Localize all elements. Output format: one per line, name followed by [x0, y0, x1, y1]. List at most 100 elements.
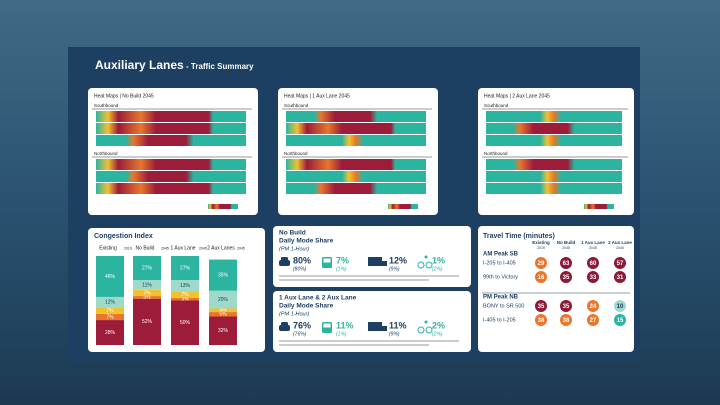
mode-title: No Build — [279, 230, 306, 237]
time-badge — [587, 271, 599, 283]
mode-subtitle: Daily Mode Share — [279, 238, 334, 245]
mode-peak: (1%) — [336, 266, 347, 272]
heatmap-title: Heat Maps | No Build 2045 — [94, 93, 154, 99]
route-name: I-205 to I-405 — [483, 260, 516, 266]
heatmap-strip — [286, 135, 426, 146]
bar-segment — [209, 316, 237, 345]
bar-segment — [96, 296, 124, 308]
footnote — [279, 275, 459, 277]
bar-label: 3% — [143, 295, 151, 301]
mode-value: 76% — [293, 320, 311, 330]
bar-label: 52% — [142, 319, 153, 325]
bar-label: 27% — [142, 265, 153, 271]
mode-title: 1 Aux Lane & 2 Aux Lane — [279, 295, 357, 302]
column-label: 2 Aux Lane — [608, 240, 632, 245]
column-year: 2045 — [562, 246, 570, 250]
bar-segment — [171, 297, 199, 301]
heatmap-strip — [286, 171, 426, 182]
mode-period: (PM 1-Hour) — [279, 246, 309, 252]
mode-peak: (2%) — [432, 266, 443, 272]
time-badge — [614, 300, 626, 312]
category-label: Existing — [99, 245, 117, 251]
mode-peak: (9%) — [389, 331, 400, 337]
bar-label: 46% — [105, 274, 116, 280]
time-badge — [587, 257, 599, 269]
mode-value: 11% — [389, 320, 407, 330]
footnote — [279, 344, 429, 346]
time-value: 57 — [617, 261, 624, 267]
bar-segment — [133, 280, 161, 290]
bar-segment — [209, 308, 237, 313]
bar-label: 3% — [181, 296, 189, 302]
car-icon — [279, 260, 290, 266]
bar-segment — [171, 300, 199, 345]
category-year: 2045 — [199, 246, 207, 250]
bike-rider — [424, 255, 428, 259]
time-badge — [614, 257, 626, 269]
mode-peak: (76%) — [293, 331, 307, 337]
bar-segment — [171, 291, 199, 298]
mode-value: 80% — [293, 255, 311, 265]
bar-segment — [133, 289, 161, 297]
category-label: 2 Aux Lanes — [207, 245, 235, 251]
bar-label: 27% — [180, 265, 191, 271]
bar-segment — [133, 296, 161, 299]
time-value: 10 — [617, 304, 624, 310]
category-year: 2019 — [124, 246, 132, 250]
route-name: I-405 to I-205 — [483, 317, 516, 323]
category-label: No Build — [136, 245, 155, 251]
mode-peak: (80%) — [293, 266, 307, 272]
time-value: 35 — [563, 275, 570, 281]
heatmap-legend — [208, 204, 238, 209]
direction-label: Southbound — [284, 103, 309, 108]
heatmap-strip — [96, 135, 246, 146]
heatmap-strip — [486, 159, 622, 170]
time-value: 35 — [563, 304, 570, 310]
direction-label: Northbound — [284, 151, 308, 156]
truck-icon — [368, 322, 382, 331]
mode-peak: (2%) — [432, 331, 443, 337]
time-badge — [587, 300, 599, 312]
car-icon-roof — [281, 322, 288, 326]
time-badge — [535, 300, 547, 312]
subtitle: - Traffic Summary — [186, 62, 254, 71]
time-value: 24 — [590, 304, 597, 310]
column-year: 2045 — [616, 246, 624, 250]
mode-value: 11% — [336, 320, 354, 330]
time-badge — [560, 314, 572, 326]
route-name: BONY to SR 500 — [483, 303, 524, 309]
bar-segment — [171, 256, 199, 281]
mode-peak: (9%) — [389, 266, 400, 272]
time-value: 38 — [563, 318, 570, 324]
section-title: AM Peak SB — [483, 252, 519, 258]
column-year: 2019 — [537, 246, 545, 250]
time-badge — [535, 314, 547, 326]
heatmap-strip — [96, 159, 246, 170]
bus-window — [323, 258, 331, 263]
time-value: 38 — [538, 318, 545, 324]
card — [273, 226, 471, 287]
heatmap-strip — [486, 171, 622, 182]
truck-icon — [368, 257, 382, 266]
bar-segment — [171, 280, 199, 292]
direction-label: Northbound — [94, 151, 118, 156]
bus-window — [323, 323, 331, 328]
bar-label: 7% — [181, 292, 189, 298]
bike-wheel — [417, 326, 425, 334]
heatmap-strip — [486, 135, 622, 146]
heatmap-strip — [96, 111, 246, 122]
congestion-title: Congestion Index — [94, 233, 153, 240]
time-badge — [535, 271, 547, 283]
time-badge — [560, 257, 572, 269]
heatmap-legend — [584, 204, 614, 209]
time-badge — [560, 300, 572, 312]
heatmap-strip — [286, 159, 426, 170]
truck-cab — [382, 326, 387, 331]
bar-label: 35% — [218, 272, 229, 278]
heatmap-legend — [388, 204, 418, 209]
category-year: 2045 — [237, 246, 245, 250]
bar-label: 7% — [106, 308, 114, 314]
direction-label: Southbound — [94, 103, 119, 108]
footnote — [279, 279, 429, 281]
